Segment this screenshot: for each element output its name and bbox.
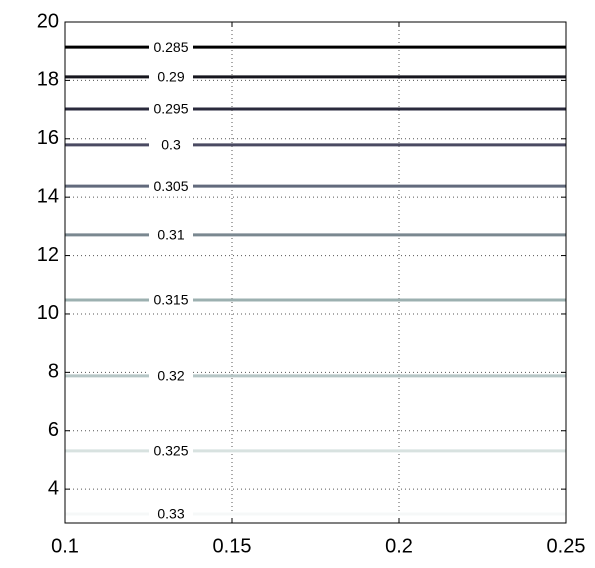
y-tick-label: 14 — [37, 185, 59, 207]
y-tick-label: 6 — [48, 419, 59, 441]
axes-box — [64, 21, 567, 524]
contour-label: 0.285 — [153, 39, 188, 55]
label-gap — [149, 368, 193, 383]
label-gap — [149, 443, 193, 458]
contour-label: 0.3 — [161, 137, 181, 153]
label-gap — [149, 40, 193, 55]
x-tick-label: 0.25 — [547, 535, 586, 557]
label-gap — [149, 227, 193, 242]
contour-label: 0.305 — [153, 178, 188, 194]
y-tick-label: 10 — [37, 302, 59, 324]
contour-label: 0.33 — [157, 506, 184, 522]
contour-label: 0.32 — [157, 368, 184, 384]
x-tick-label: 0.15 — [213, 535, 252, 557]
y-tick-label: 18 — [37, 69, 59, 91]
contour-label: 0.29 — [157, 69, 184, 85]
contour-label: 0.325 — [153, 443, 188, 459]
x-tick-label: 0.2 — [385, 535, 413, 557]
y-tick-label: 20 — [37, 10, 59, 32]
label-gap — [149, 69, 193, 84]
contour-label: 0.31 — [157, 227, 184, 243]
y-tick-label: 4 — [48, 477, 59, 499]
label-gap — [149, 179, 193, 194]
label-gap — [149, 292, 193, 307]
plot-area — [65, 22, 566, 523]
label-gap — [149, 102, 193, 117]
y-tick-label: 8 — [48, 361, 59, 383]
y-tick-label: 16 — [37, 127, 59, 149]
y-tick-label: 12 — [37, 244, 59, 266]
label-gap — [149, 137, 193, 152]
contour-label: 0.315 — [153, 292, 188, 308]
contour-label: 0.295 — [153, 101, 188, 117]
label-gap — [149, 506, 193, 521]
x-tick-label: 0.1 — [51, 535, 79, 557]
